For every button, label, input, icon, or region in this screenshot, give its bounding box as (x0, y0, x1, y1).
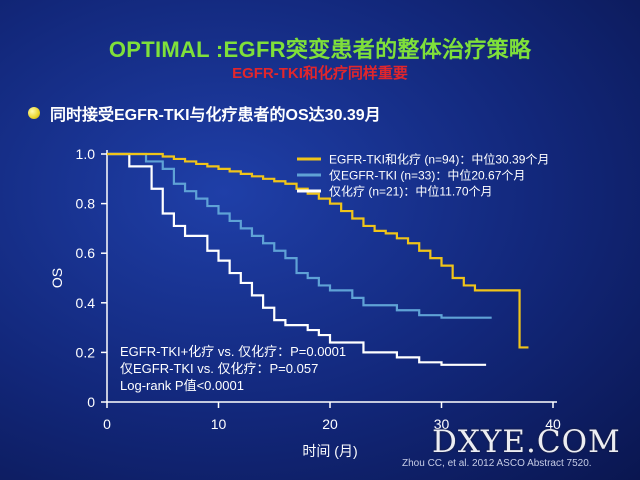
series-line-3 (107, 152, 487, 366)
stat-annotation-2: 仅EGFR-TKI vs. 仅化疗：P=0.057 (120, 361, 318, 376)
bullet-point: 同时接受EGFR-TKI与化疗患者的OS达30.39月 (28, 101, 381, 125)
x-tick-label: 40 (545, 416, 561, 432)
citation: Zhou CC, et al. 2012 ASCO Abstract 7520. (402, 458, 592, 469)
legend-label-1: EGFR-TKI和化疗 (n=94)：中位30.39个月 (329, 152, 549, 167)
legend-label-3: 仅化疗 (n=21)：中位11.70个月 (329, 184, 493, 199)
y-tick-label: 1.0 (76, 146, 96, 162)
bullet-text: 同时接受EGFR-TKI与化疗患者的OS达30.39月 (50, 107, 381, 124)
x-tick-label: 10 (211, 416, 227, 432)
x-tick-label: 30 (434, 416, 450, 432)
stat-annotation-1: EGFR-TKI+化疗 vs. 仅化疗：P=0.0001 (120, 344, 346, 359)
chart-annotations: EGFR-TKI+化疗 vs. 仅化疗：P=0.0001 仅EGFR-TKI vs… (120, 344, 346, 393)
y-tick-label: 0.2 (76, 344, 96, 360)
watermark: DXYE.COM (432, 424, 621, 460)
series-line-1 (107, 152, 529, 349)
legend-label-2: 仅EGFR-TKI (n=33)：中位20.67个月 (329, 168, 525, 183)
chart-axes: 0 10 20 30 40 0 0.2 0.4 0.6 0.8 1.0 时间 (月) OS (49, 146, 561, 459)
bullet-dot-icon (28, 107, 40, 119)
series-line-2 (107, 152, 492, 319)
x-axis-label: 时间 (月) (302, 443, 357, 459)
y-tick-label: 0.8 (76, 196, 96, 212)
y-axis-label: OS (49, 268, 65, 288)
stat-annotation-3: Log-rank P值<0.0001 (120, 378, 244, 393)
y-tick-label: 0.4 (76, 295, 96, 311)
x-tick-label: 0 (103, 416, 111, 432)
chart-series-layer (107, 152, 529, 366)
slide-subtitle: EGFR-TKI和化疗同样重要 (232, 65, 408, 82)
y-tick-label: 0 (87, 394, 95, 410)
slide-title: OPTIMAL :EGFR突变患者的整体治疗策略 (108, 37, 532, 62)
y-tick-label: 0.6 (76, 245, 96, 261)
x-tick-label: 20 (322, 416, 338, 432)
